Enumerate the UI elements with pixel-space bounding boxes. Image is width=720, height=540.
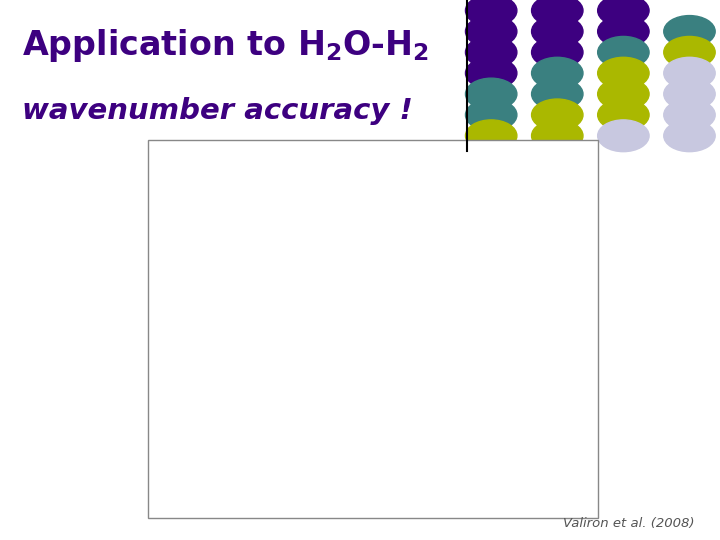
Circle shape: [531, 57, 583, 89]
Circle shape: [664, 120, 715, 152]
Text: Application to $\mathbf{H_2O}$-$\mathbf{H_2}$: Application to $\mathbf{H_2O}$-$\mathbf{…: [22, 27, 429, 64]
Circle shape: [664, 78, 715, 110]
Circle shape: [598, 36, 649, 68]
Circle shape: [598, 120, 649, 152]
Circle shape: [531, 36, 583, 68]
Circle shape: [598, 57, 649, 89]
Circle shape: [664, 57, 715, 89]
Circle shape: [598, 16, 649, 48]
Circle shape: [466, 36, 517, 68]
Circle shape: [466, 78, 517, 110]
Circle shape: [531, 16, 583, 48]
Circle shape: [598, 99, 649, 131]
Circle shape: [466, 16, 517, 48]
Circle shape: [466, 57, 517, 89]
Circle shape: [466, 99, 517, 131]
Text: wavenumber accuracy !: wavenumber accuracy !: [22, 97, 413, 125]
Y-axis label: rms (cm$^{-1}$): rms (cm$^{-1}$): [152, 242, 170, 306]
Circle shape: [466, 120, 517, 152]
X-axis label: R ($a_0$): R ($a_0$): [376, 401, 409, 415]
Circle shape: [664, 16, 715, 48]
Circle shape: [531, 99, 583, 131]
Text: FIG. 2.  rms residual [Eq. (9)] between the angular fit and the ab initio input
: FIG. 2. rms residual [Eq. (9)] between t…: [159, 393, 508, 475]
Circle shape: [598, 0, 649, 26]
Circle shape: [598, 78, 649, 110]
Circle shape: [664, 36, 715, 68]
Circle shape: [531, 78, 583, 110]
Circle shape: [531, 120, 583, 152]
Text: Valiron et al. (2008): Valiron et al. (2008): [563, 517, 695, 530]
Circle shape: [664, 99, 715, 131]
Circle shape: [466, 0, 517, 26]
Circle shape: [531, 0, 583, 26]
